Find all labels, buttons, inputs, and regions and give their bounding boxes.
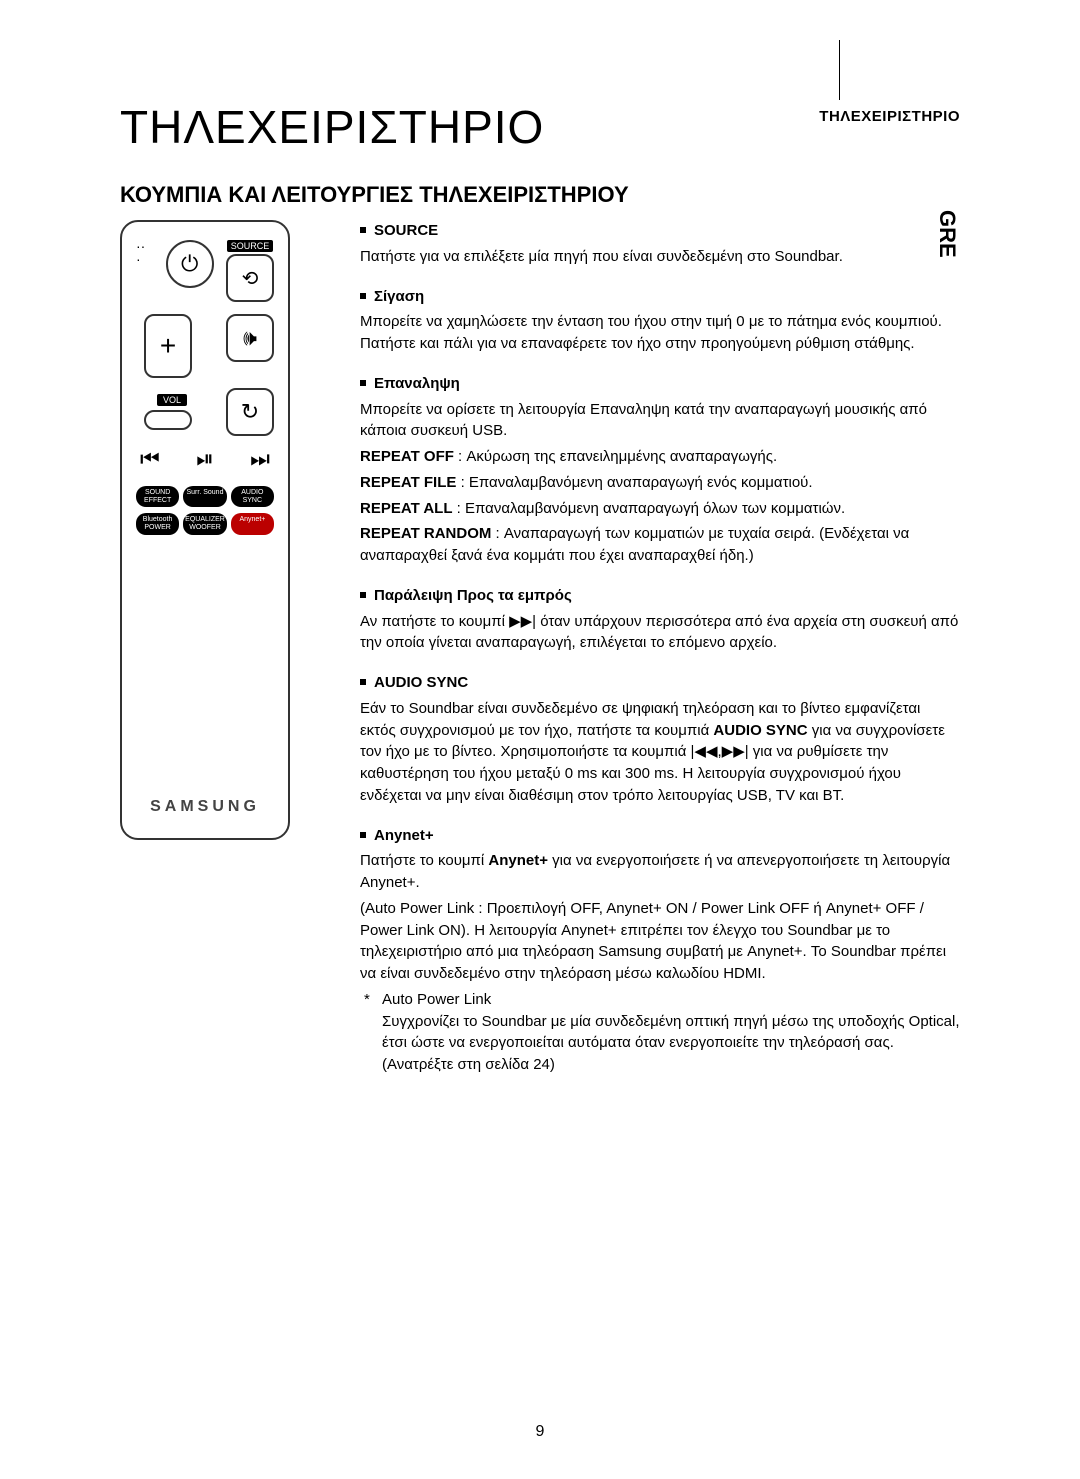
repeat-random: REPEAT RANDOM : Αναπαραγωγή των κομματιώ… [360,523,960,567]
pill-sound-effect: SOUND EFFECT [136,486,179,507]
pill-anynet: Anynet+ [231,513,274,534]
repeat-off: REPEAT OFF : Ακύρωση της επανειλημμένης … [360,446,960,468]
section-mute: Σίγαση Μπορείτε να χαμηλώσετε την ένταση… [360,286,960,355]
label-anynet: Anynet+ [360,825,960,847]
repeat-icon: ↻ [226,388,274,436]
source-icon: ⟲ [226,254,274,302]
page-number: 9 [0,1423,1080,1441]
body-repeat: Μπορείτε να ορίσετε τη λειτουργία Επαναλ… [360,399,960,443]
pill-bluetooth-power: Bluetooth POWER [136,513,179,534]
label-audiosync: AUDIO SYNC [360,672,960,694]
label-source: SOURCE [360,220,960,242]
body-skip: Αν πατήστε το κουμπί ▶▶| όταν υπάρχουν π… [360,611,960,655]
section-audiosync: AUDIO SYNC Εάν το Soundbar είναι συνδεδε… [360,672,960,807]
content: ··· ⏻ SOURCE ⟲ + 🕪 VOL ↻ [120,220,960,1094]
body-anynet-1: Πατήστε το κουμπί Anynet+ για να ενεργοπ… [360,850,960,894]
body-source: Πατήστε για να επιλέξετε μία πηγή που εί… [360,246,960,268]
volume-up-icon: + [144,314,192,378]
brand-logo: SAMSUNG [122,798,288,816]
anynet-note: * Auto Power Link Συγχρονίζει το Soundba… [360,989,960,1076]
section-skip: Παράλειψη Προς τα εμπρός Αν πατήστε το κ… [360,585,960,654]
repeat-all: REPEAT ALL : Επαναλαμβανόμενη αναπαραγωγ… [360,498,960,520]
decorative-line [839,40,840,100]
label-repeat: Επαναληψη [360,373,960,395]
skip-back-icon: ⏮ [140,446,160,472]
pill-audio-sync: AUDIO SYNC [231,486,274,507]
mute-icon: 🕪 [226,314,274,362]
pill-equalizer-woofer: EQUALIZER WOOFER [183,513,227,534]
note-body: Συγχρονίζει το Soundbar με μία συνδεδεμέ… [382,1013,960,1074]
header-section-label: ΤΗΛΕΧΕΙΡΙΣΤΗΡΙΟ [819,108,960,125]
note-title: Auto Power Link [382,991,491,1008]
page: ΤΗΛΕΧΕΙΡΙΣΤΗΡΙΟ GRE ΤΗΛΕΧΕΙΡΙΣΤΗΡΙΟ ΚΟΥΜ… [0,0,1080,1094]
pill-surr-sound: Surr. Sound [183,486,226,507]
repeat-file: REPEAT FILE : Επαναλαμβανόμενη αναπαραγω… [360,472,960,494]
play-pause-icon: ⏯ [196,446,214,472]
section-repeat: Επαναληψη Μπορείτε να ορίσετε τη λειτουρ… [360,373,960,567]
page-subtitle: ΚΟΥΜΠΙΑ ΚΑΙ ΛΕΙΤΟΥΡΓΙΕΣ ΤΗΛΕΧΕΙΡΙΣΤΗΡΙΟΥ [120,182,960,208]
descriptions: SOURCE Πατήστε για να επιλέξετε μία πηγή… [360,220,960,1094]
indicator-dots: ··· [136,240,145,302]
label-skip: Παράλειψη Προς τα εμπρός [360,585,960,607]
power-icon: ⏻ [166,240,214,288]
body-mute: Μπορείτε να χαμηλώσετε την ένταση του ήχ… [360,311,960,355]
section-source: SOURCE Πατήστε για να επιλέξετε μία πηγή… [360,220,960,268]
note-star: * [364,989,370,1011]
vol-label: VOL [157,394,187,406]
body-anynet-2: (Auto Power Link : Προεπιλογή OFF, Anyne… [360,898,960,985]
source-label: SOURCE [227,240,274,252]
body-audiosync: Εάν το Soundbar είναι συνδεδεμένο σε ψηφ… [360,698,960,807]
section-anynet: Anynet+ Πατήστε το κουμπί Anynet+ για να… [360,825,960,1076]
skip-forward-icon: ⏭ [250,446,270,472]
remote-body: ··· ⏻ SOURCE ⟲ + 🕪 VOL ↻ [120,220,290,840]
label-mute: Σίγαση [360,286,960,308]
volume-down-icon [144,410,192,430]
remote-illustration: ··· ⏻ SOURCE ⟲ + 🕪 VOL ↻ [120,220,320,840]
